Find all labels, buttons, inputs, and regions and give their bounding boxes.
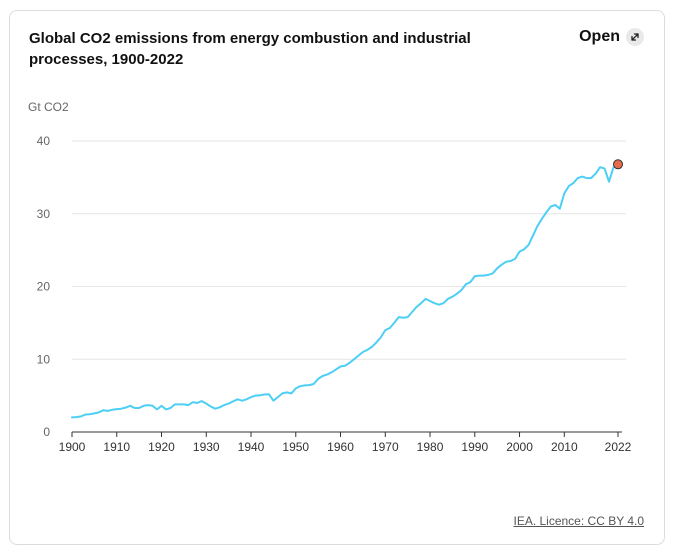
expand-icon[interactable] — [626, 28, 644, 46]
chart-title: Global CO2 emissions from energy combust… — [29, 30, 471, 68]
chart-card: Global CO2 emissions from energy combust… — [9, 10, 665, 545]
licence-link[interactable]: IEA. Licence: CC BY 4.0 — [513, 514, 644, 528]
open-button[interactable]: Open — [579, 28, 644, 46]
open-label[interactable]: Open — [579, 28, 620, 45]
